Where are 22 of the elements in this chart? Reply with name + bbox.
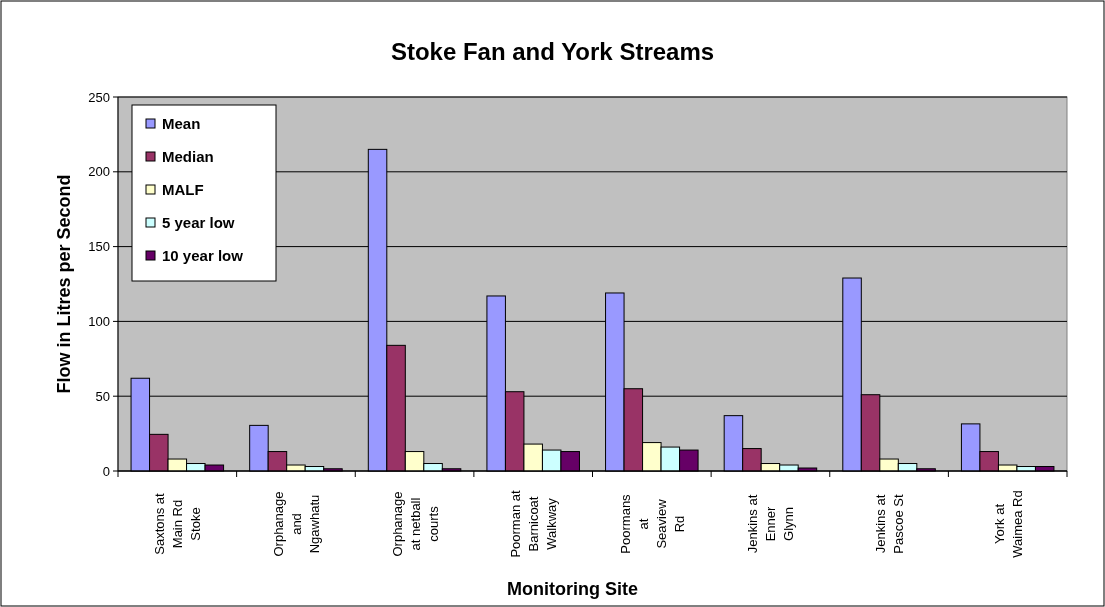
x-axis-title: Monitoring Site (507, 579, 638, 599)
x-tick-label: Saxtons at Main Rd Stoke (152, 492, 204, 555)
legend-label: 5 year low (162, 214, 235, 232)
x-tick-label: Orphanage and Ngawhatu (270, 491, 322, 557)
y-tick-label: 50 (95, 388, 110, 404)
legend-label: Mean (162, 115, 201, 133)
x-tick-label: York at Waimea Rd (991, 490, 1025, 558)
x-tick-label: Orphanage at netball courts (389, 491, 441, 557)
x-tick-label: Poorman at Barnicoat Walkway (508, 490, 560, 558)
x-tick-label: Jenkins at Enner Glynn (745, 494, 797, 554)
y-tick-label: 150 (88, 239, 110, 255)
y-tick-label: 200 (88, 164, 110, 180)
legend-label: MALF (162, 181, 204, 199)
x-tick-label: Poormans at Seaview Rd (617, 493, 687, 554)
y-tick-label: 0 (102, 463, 110, 479)
y-tick-label: 250 (88, 89, 110, 105)
y-axis-title: Flow in Litres per Second (54, 174, 74, 394)
y-tick-label: 100 (88, 313, 110, 329)
legend-label: 10 year low (162, 247, 244, 265)
x-tick-label: Jenkins at Pascoe St (873, 493, 907, 554)
legend-label: Median (162, 148, 214, 166)
chart-title: Stoke Fan and York Streams (390, 38, 715, 65)
